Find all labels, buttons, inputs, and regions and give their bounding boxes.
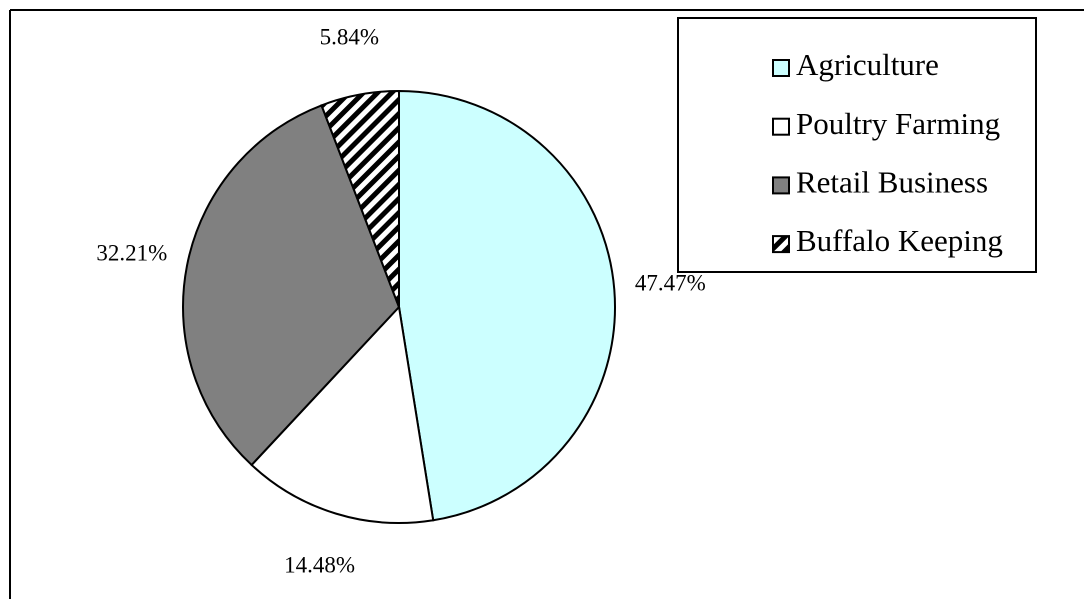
legend-key — [772, 176, 790, 195]
legend-key — [772, 117, 790, 136]
legend-key — [772, 235, 790, 254]
pie-slice — [250, 304, 435, 524]
legend-label: Buffalo Keeping — [796, 223, 1003, 258]
legend-key — [772, 59, 790, 77]
value-label: 32.21% — [96, 240, 167, 265]
legend-box — [677, 17, 1037, 273]
legend-label: Retail Business — [796, 165, 988, 200]
legend-label: Agriculture — [796, 47, 939, 82]
value-label: 14.48% — [284, 553, 355, 578]
pie-slice — [182, 104, 401, 467]
value-label: 47.47% — [635, 271, 706, 296]
pie-slice — [320, 89, 400, 308]
pie-slice — [398, 89, 616, 522]
value-label: 5.84% — [320, 25, 379, 50]
legend-label: Poultry Farming — [796, 106, 1000, 141]
